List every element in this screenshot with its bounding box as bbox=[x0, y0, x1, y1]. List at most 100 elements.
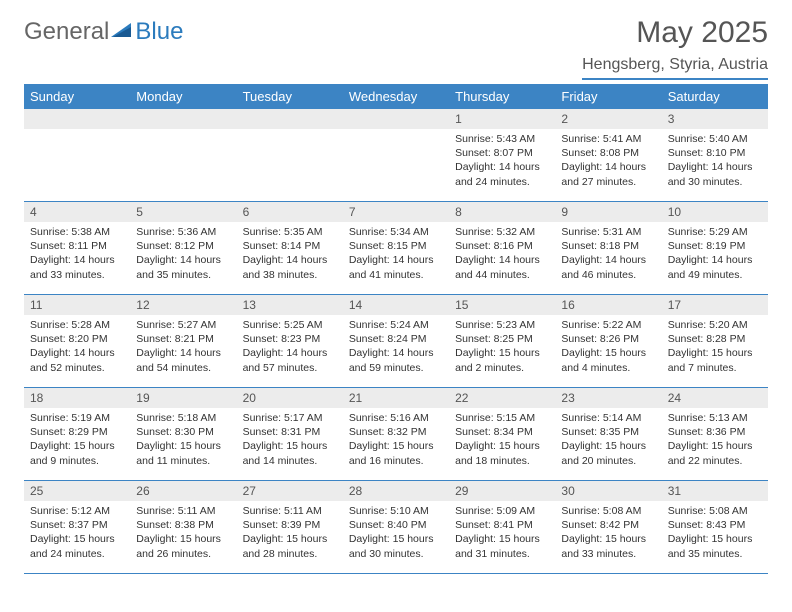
day-details: Sunrise: 5:40 AMSunset: 8:10 PMDaylight:… bbox=[662, 129, 768, 193]
calendar-header-row: SundayMondayTuesdayWednesdayThursdayFrid… bbox=[24, 84, 768, 109]
day-number: 12 bbox=[130, 295, 236, 315]
calendar-day-cell: 25Sunrise: 5:12 AMSunset: 8:37 PMDayligh… bbox=[24, 481, 130, 574]
day-number: 5 bbox=[130, 202, 236, 222]
calendar-day-cell: 3Sunrise: 5:40 AMSunset: 8:10 PMDaylight… bbox=[662, 109, 768, 202]
day-number: 20 bbox=[237, 388, 343, 408]
calendar-week-row: 1Sunrise: 5:43 AMSunset: 8:07 PMDaylight… bbox=[24, 109, 768, 202]
calendar-day-cell: 15Sunrise: 5:23 AMSunset: 8:25 PMDayligh… bbox=[449, 295, 555, 388]
day-details: Sunrise: 5:11 AMSunset: 8:39 PMDaylight:… bbox=[237, 501, 343, 565]
brand-logo: General Blue bbox=[24, 18, 183, 46]
calendar-day-cell: 20Sunrise: 5:17 AMSunset: 8:31 PMDayligh… bbox=[237, 388, 343, 481]
day-number bbox=[343, 109, 449, 129]
day-details: Sunrise: 5:43 AMSunset: 8:07 PMDaylight:… bbox=[449, 129, 555, 193]
day-details: Sunrise: 5:38 AMSunset: 8:11 PMDaylight:… bbox=[24, 222, 130, 286]
day-details: Sunrise: 5:35 AMSunset: 8:14 PMDaylight:… bbox=[237, 222, 343, 286]
weekday-header: Thursday bbox=[449, 84, 555, 109]
day-number: 18 bbox=[24, 388, 130, 408]
calendar-day-cell bbox=[343, 109, 449, 202]
day-number: 27 bbox=[237, 481, 343, 501]
calendar-day-cell: 9Sunrise: 5:31 AMSunset: 8:18 PMDaylight… bbox=[555, 202, 661, 295]
day-details: Sunrise: 5:14 AMSunset: 8:35 PMDaylight:… bbox=[555, 408, 661, 472]
calendar-day-cell: 6Sunrise: 5:35 AMSunset: 8:14 PMDaylight… bbox=[237, 202, 343, 295]
calendar-day-cell: 7Sunrise: 5:34 AMSunset: 8:15 PMDaylight… bbox=[343, 202, 449, 295]
calendar-day-cell: 16Sunrise: 5:22 AMSunset: 8:26 PMDayligh… bbox=[555, 295, 661, 388]
day-number: 30 bbox=[555, 481, 661, 501]
calendar-day-cell: 14Sunrise: 5:24 AMSunset: 8:24 PMDayligh… bbox=[343, 295, 449, 388]
calendar-day-cell: 18Sunrise: 5:19 AMSunset: 8:29 PMDayligh… bbox=[24, 388, 130, 481]
day-details: Sunrise: 5:36 AMSunset: 8:12 PMDaylight:… bbox=[130, 222, 236, 286]
day-details: Sunrise: 5:15 AMSunset: 8:34 PMDaylight:… bbox=[449, 408, 555, 472]
day-details: Sunrise: 5:32 AMSunset: 8:16 PMDaylight:… bbox=[449, 222, 555, 286]
calendar-day-cell: 27Sunrise: 5:11 AMSunset: 8:39 PMDayligh… bbox=[237, 481, 343, 574]
day-details: Sunrise: 5:19 AMSunset: 8:29 PMDaylight:… bbox=[24, 408, 130, 472]
day-number: 31 bbox=[662, 481, 768, 501]
day-number: 26 bbox=[130, 481, 236, 501]
day-number: 25 bbox=[24, 481, 130, 501]
title-block: May 2025 Hengsberg, Styria, Austria bbox=[582, 18, 768, 80]
calendar-day-cell: 4Sunrise: 5:38 AMSunset: 8:11 PMDaylight… bbox=[24, 202, 130, 295]
day-details: Sunrise: 5:28 AMSunset: 8:20 PMDaylight:… bbox=[24, 315, 130, 379]
day-number: 2 bbox=[555, 109, 661, 129]
day-details: Sunrise: 5:24 AMSunset: 8:24 PMDaylight:… bbox=[343, 315, 449, 379]
day-number: 29 bbox=[449, 481, 555, 501]
day-number: 23 bbox=[555, 388, 661, 408]
calendar-table: SundayMondayTuesdayWednesdayThursdayFrid… bbox=[24, 84, 768, 574]
calendar-day-cell: 17Sunrise: 5:20 AMSunset: 8:28 PMDayligh… bbox=[662, 295, 768, 388]
calendar-body: 1Sunrise: 5:43 AMSunset: 8:07 PMDaylight… bbox=[24, 109, 768, 574]
weekday-header: Monday bbox=[130, 84, 236, 109]
day-number: 3 bbox=[662, 109, 768, 129]
calendar-day-cell: 21Sunrise: 5:16 AMSunset: 8:32 PMDayligh… bbox=[343, 388, 449, 481]
day-details: Sunrise: 5:13 AMSunset: 8:36 PMDaylight:… bbox=[662, 408, 768, 472]
calendar-day-cell bbox=[24, 109, 130, 202]
day-number: 17 bbox=[662, 295, 768, 315]
day-number bbox=[130, 109, 236, 129]
day-number: 6 bbox=[237, 202, 343, 222]
calendar-day-cell: 10Sunrise: 5:29 AMSunset: 8:19 PMDayligh… bbox=[662, 202, 768, 295]
weekday-header: Saturday bbox=[662, 84, 768, 109]
calendar-day-cell: 26Sunrise: 5:11 AMSunset: 8:38 PMDayligh… bbox=[130, 481, 236, 574]
day-details: Sunrise: 5:17 AMSunset: 8:31 PMDaylight:… bbox=[237, 408, 343, 472]
calendar-day-cell: 12Sunrise: 5:27 AMSunset: 8:21 PMDayligh… bbox=[130, 295, 236, 388]
day-number: 9 bbox=[555, 202, 661, 222]
month-title: May 2025 bbox=[582, 18, 768, 48]
calendar-day-cell: 5Sunrise: 5:36 AMSunset: 8:12 PMDaylight… bbox=[130, 202, 236, 295]
calendar-day-cell: 22Sunrise: 5:15 AMSunset: 8:34 PMDayligh… bbox=[449, 388, 555, 481]
day-number: 8 bbox=[449, 202, 555, 222]
day-number: 1 bbox=[449, 109, 555, 129]
day-number: 13 bbox=[237, 295, 343, 315]
day-details: Sunrise: 5:22 AMSunset: 8:26 PMDaylight:… bbox=[555, 315, 661, 379]
calendar-day-cell: 11Sunrise: 5:28 AMSunset: 8:20 PMDayligh… bbox=[24, 295, 130, 388]
calendar-day-cell: 29Sunrise: 5:09 AMSunset: 8:41 PMDayligh… bbox=[449, 481, 555, 574]
calendar-week-row: 11Sunrise: 5:28 AMSunset: 8:20 PMDayligh… bbox=[24, 295, 768, 388]
header: General Blue May 2025 Hengsberg, Styria,… bbox=[24, 18, 768, 80]
logo-triangle-icon bbox=[111, 18, 133, 46]
calendar-week-row: 18Sunrise: 5:19 AMSunset: 8:29 PMDayligh… bbox=[24, 388, 768, 481]
day-number: 22 bbox=[449, 388, 555, 408]
calendar-day-cell bbox=[237, 109, 343, 202]
brand-part1: General bbox=[24, 18, 109, 46]
day-details: Sunrise: 5:41 AMSunset: 8:08 PMDaylight:… bbox=[555, 129, 661, 193]
day-number bbox=[237, 109, 343, 129]
calendar-page: General Blue May 2025 Hengsberg, Styria,… bbox=[0, 0, 792, 612]
weekday-header: Wednesday bbox=[343, 84, 449, 109]
calendar-day-cell: 1Sunrise: 5:43 AMSunset: 8:07 PMDaylight… bbox=[449, 109, 555, 202]
day-details: Sunrise: 5:09 AMSunset: 8:41 PMDaylight:… bbox=[449, 501, 555, 565]
day-details: Sunrise: 5:34 AMSunset: 8:15 PMDaylight:… bbox=[343, 222, 449, 286]
day-details: Sunrise: 5:11 AMSunset: 8:38 PMDaylight:… bbox=[130, 501, 236, 565]
day-number: 28 bbox=[343, 481, 449, 501]
day-number bbox=[24, 109, 130, 129]
weekday-header: Sunday bbox=[24, 84, 130, 109]
day-details: Sunrise: 5:25 AMSunset: 8:23 PMDaylight:… bbox=[237, 315, 343, 379]
day-details: Sunrise: 5:08 AMSunset: 8:42 PMDaylight:… bbox=[555, 501, 661, 565]
calendar-week-row: 25Sunrise: 5:12 AMSunset: 8:37 PMDayligh… bbox=[24, 481, 768, 574]
calendar-day-cell: 28Sunrise: 5:10 AMSunset: 8:40 PMDayligh… bbox=[343, 481, 449, 574]
day-number: 21 bbox=[343, 388, 449, 408]
day-details: Sunrise: 5:18 AMSunset: 8:30 PMDaylight:… bbox=[130, 408, 236, 472]
day-details: Sunrise: 5:10 AMSunset: 8:40 PMDaylight:… bbox=[343, 501, 449, 565]
calendar-day-cell: 24Sunrise: 5:13 AMSunset: 8:36 PMDayligh… bbox=[662, 388, 768, 481]
calendar-day-cell: 23Sunrise: 5:14 AMSunset: 8:35 PMDayligh… bbox=[555, 388, 661, 481]
day-number: 15 bbox=[449, 295, 555, 315]
day-details: Sunrise: 5:20 AMSunset: 8:28 PMDaylight:… bbox=[662, 315, 768, 379]
calendar-day-cell: 30Sunrise: 5:08 AMSunset: 8:42 PMDayligh… bbox=[555, 481, 661, 574]
day-details: Sunrise: 5:29 AMSunset: 8:19 PMDaylight:… bbox=[662, 222, 768, 286]
